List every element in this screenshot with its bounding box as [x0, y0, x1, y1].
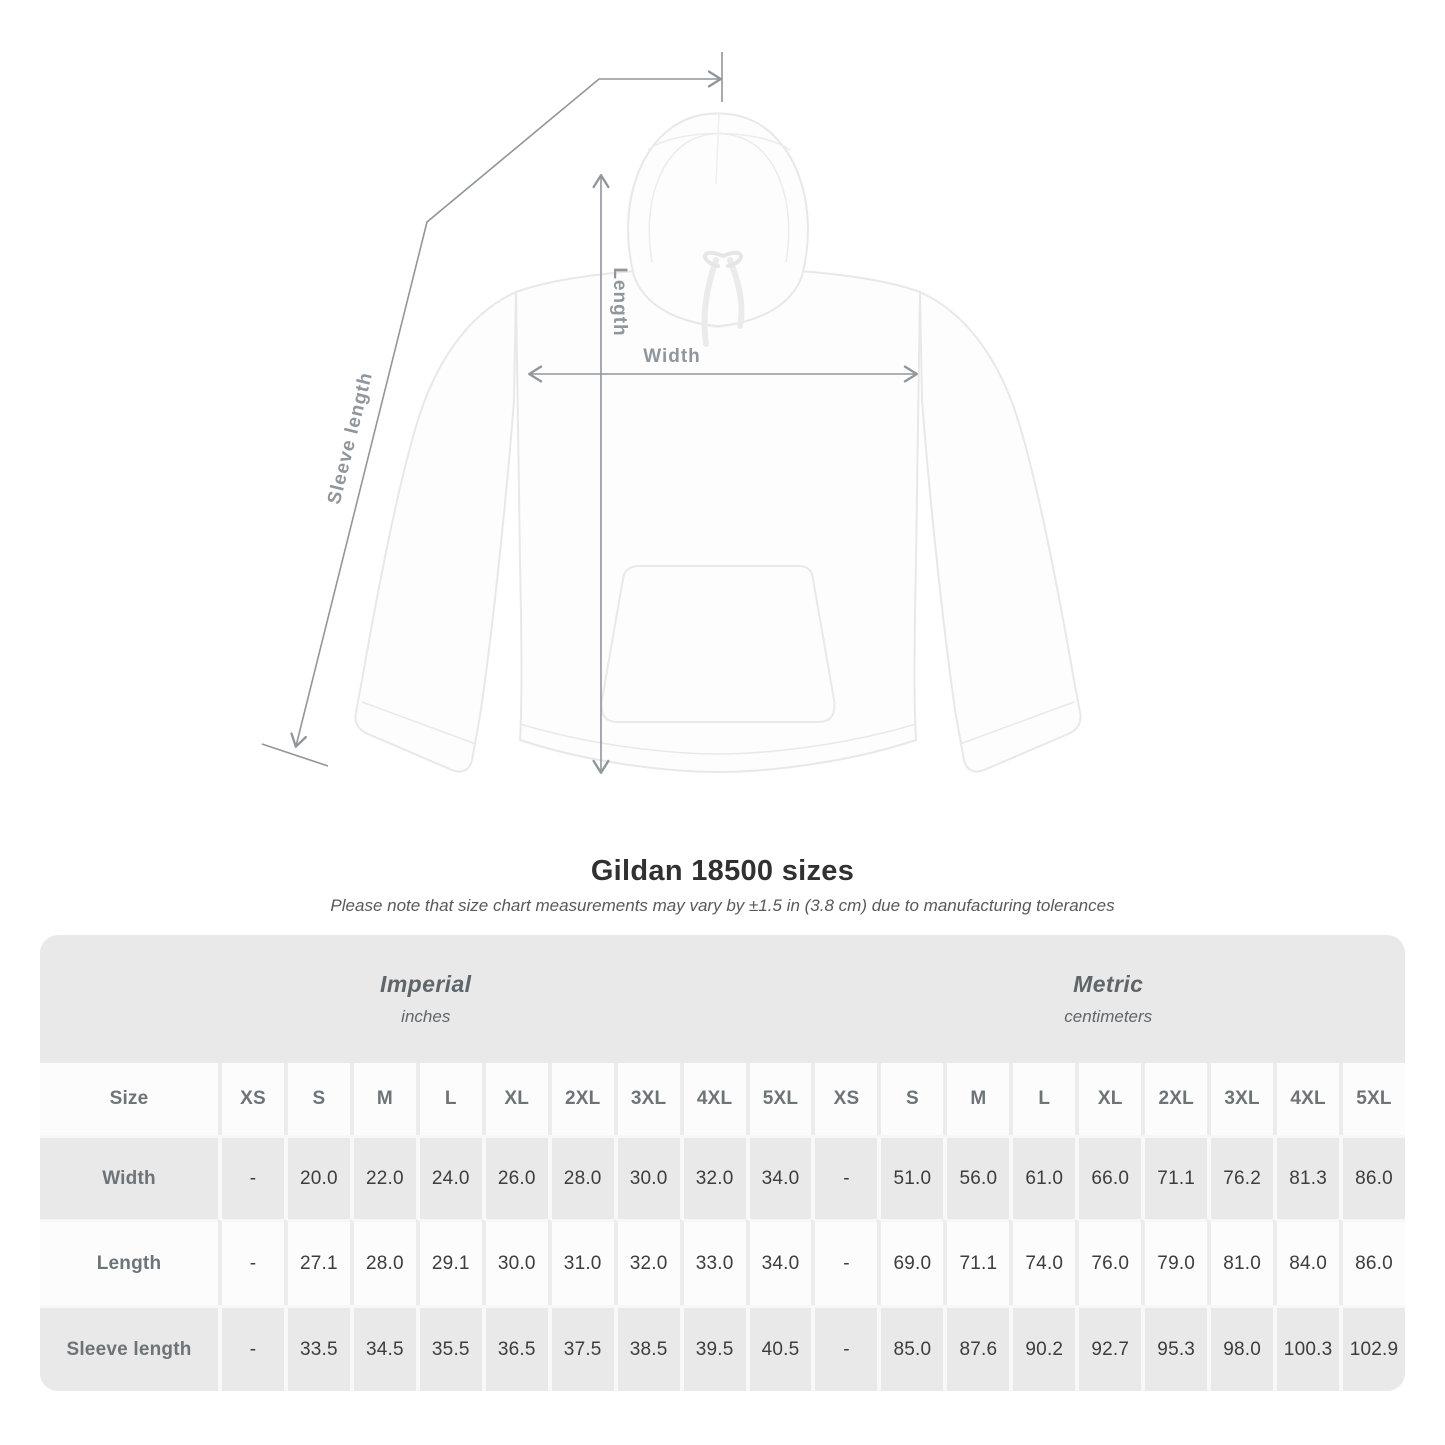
sleeve-length-label: Sleeve length [324, 370, 377, 507]
size-header-metric-4xl: 4XL [1273, 1063, 1340, 1135]
size-header-metric-xs: XS [811, 1063, 878, 1135]
table-cell: - [218, 1305, 284, 1391]
table-cell: 24.0 [415, 1135, 482, 1219]
table-cell: 22.0 [349, 1135, 416, 1219]
table-cell: 51.0 [877, 1135, 944, 1219]
size-header-metric-s: S [877, 1063, 944, 1135]
size-header-metric-l: L [1009, 1063, 1076, 1135]
size-header-imperial-s: S [283, 1063, 350, 1135]
size-header-metric-3xl: 3XL [1207, 1063, 1274, 1135]
table-cell: 34.0 [745, 1219, 812, 1305]
table-cell: 81.0 [1207, 1219, 1274, 1305]
table-cell: 35.5 [415, 1305, 482, 1391]
hoodie-left-sleeve [354, 290, 518, 773]
size-column-header: Size [40, 1063, 218, 1135]
row-label-sleeve-length: Sleeve length [40, 1305, 218, 1391]
size-header-metric-xl: XL [1075, 1063, 1142, 1135]
hoodie-kangaroo-pocket [600, 565, 836, 723]
size-header-metric-m: M [943, 1063, 1010, 1135]
table-cell: 66.0 [1075, 1135, 1142, 1219]
table-cell: 29.1 [415, 1219, 482, 1305]
table-cell: 84.0 [1273, 1219, 1340, 1305]
table-cell: - [218, 1219, 284, 1305]
metric-label: Metric [1073, 971, 1144, 997]
table-cell: 95.3 [1141, 1305, 1208, 1391]
table-cell: 71.1 [943, 1219, 1010, 1305]
length-label: Length [609, 267, 630, 336]
table-cell: 33.5 [283, 1305, 350, 1391]
table-cell: 86.0 [1339, 1135, 1405, 1219]
sleeve-length-arrow [290, 70, 722, 748]
table-cell: 28.0 [349, 1219, 416, 1305]
table-cell: 27.1 [283, 1219, 350, 1305]
hoodie-drawstring-right [727, 257, 745, 329]
page-subtitle: Please note that size chart measurements… [330, 896, 1115, 915]
table-cell: 76.2 [1207, 1135, 1274, 1219]
table-cell: 37.5 [547, 1305, 614, 1391]
hoodie-diagram-svg: Width Length Sleeve length [261, 52, 1082, 774]
table-cell: 26.0 [481, 1135, 548, 1219]
hoodie-right-cuff-line [959, 701, 1075, 745]
table-cell: 33.0 [679, 1219, 746, 1305]
table-cell: 85.0 [877, 1305, 944, 1391]
size-header-imperial-4xl: 4XL [679, 1063, 746, 1135]
table-cell: 81.3 [1273, 1135, 1340, 1219]
unit-header-imperial: Imperial inches [40, 935, 811, 1063]
hoodie-measurement-diagram: Width Length Sleeve length [261, 52, 1082, 774]
size-header-metric-5xl: 5XL [1339, 1063, 1405, 1135]
sleeve-arrow-bottom-tick [261, 743, 329, 767]
table-cell: 39.5 [679, 1305, 746, 1391]
page-title: Gildan 18500 sizes [590, 855, 855, 887]
table-cell: 20.0 [283, 1135, 350, 1219]
table-cell: 61.0 [1009, 1135, 1076, 1219]
table-cell: 56.0 [943, 1135, 1010, 1219]
metric-sublabel: centimeters [1064, 1007, 1153, 1026]
table-cell: 69.0 [877, 1219, 944, 1305]
table-cell: 71.1 [1141, 1135, 1208, 1219]
table-cell: - [811, 1305, 878, 1391]
size-header-imperial-2xl: 2XL [547, 1063, 614, 1135]
table-cell: 28.0 [547, 1135, 614, 1219]
size-header-imperial-m: M [349, 1063, 416, 1135]
table-cell: 90.2 [1009, 1305, 1076, 1391]
hoodie-right-sleeve [918, 290, 1082, 773]
table-cell: 38.5 [613, 1305, 680, 1391]
size-header-imperial-l: L [415, 1063, 482, 1135]
size-chart-table: Imperial inches Metric centimeters Size … [40, 935, 1405, 1391]
table-cell: 32.0 [613, 1219, 680, 1305]
measurement-arrows [261, 52, 918, 774]
size-header-metric-2xl: 2XL [1141, 1063, 1208, 1135]
table-cell: 102.9 [1339, 1305, 1405, 1391]
hoodie-illustration [354, 112, 1082, 774]
table-cell: - [811, 1219, 878, 1305]
table-cell: 86.0 [1339, 1219, 1405, 1305]
size-header-imperial-xl: XL [481, 1063, 548, 1135]
size-header-imperial-5xl: 5XL [745, 1063, 812, 1135]
table-cell: 40.5 [745, 1305, 812, 1391]
table-cell: 30.0 [613, 1135, 680, 1219]
table-cell: 74.0 [1009, 1219, 1076, 1305]
table-cell: 36.5 [481, 1305, 548, 1391]
size-header-imperial-xs: XS [218, 1063, 284, 1135]
unit-header-metric: Metric centimeters [811, 935, 1405, 1063]
table-cell: 34.5 [349, 1305, 416, 1391]
table-cell: 30.0 [481, 1219, 548, 1305]
table-cell: 34.0 [745, 1135, 812, 1219]
imperial-label: Imperial [380, 971, 472, 997]
table-cell: 32.0 [679, 1135, 746, 1219]
size-header-imperial-3xl: 3XL [613, 1063, 680, 1135]
table-cell: 79.0 [1141, 1219, 1208, 1305]
table-cell: 76.0 [1075, 1219, 1142, 1305]
imperial-sublabel: inches [401, 1007, 451, 1026]
table-cell: 31.0 [547, 1219, 614, 1305]
row-label-width: Width [40, 1135, 218, 1219]
width-label: Width [643, 346, 701, 367]
row-label-length: Length [40, 1219, 218, 1305]
table-cell: 100.3 [1273, 1305, 1340, 1391]
table-cell: 87.6 [943, 1305, 1010, 1391]
table-cell: 92.7 [1075, 1305, 1142, 1391]
table-cell: 98.0 [1207, 1305, 1274, 1391]
table-cell: - [218, 1135, 284, 1219]
table-cell: - [811, 1135, 878, 1219]
